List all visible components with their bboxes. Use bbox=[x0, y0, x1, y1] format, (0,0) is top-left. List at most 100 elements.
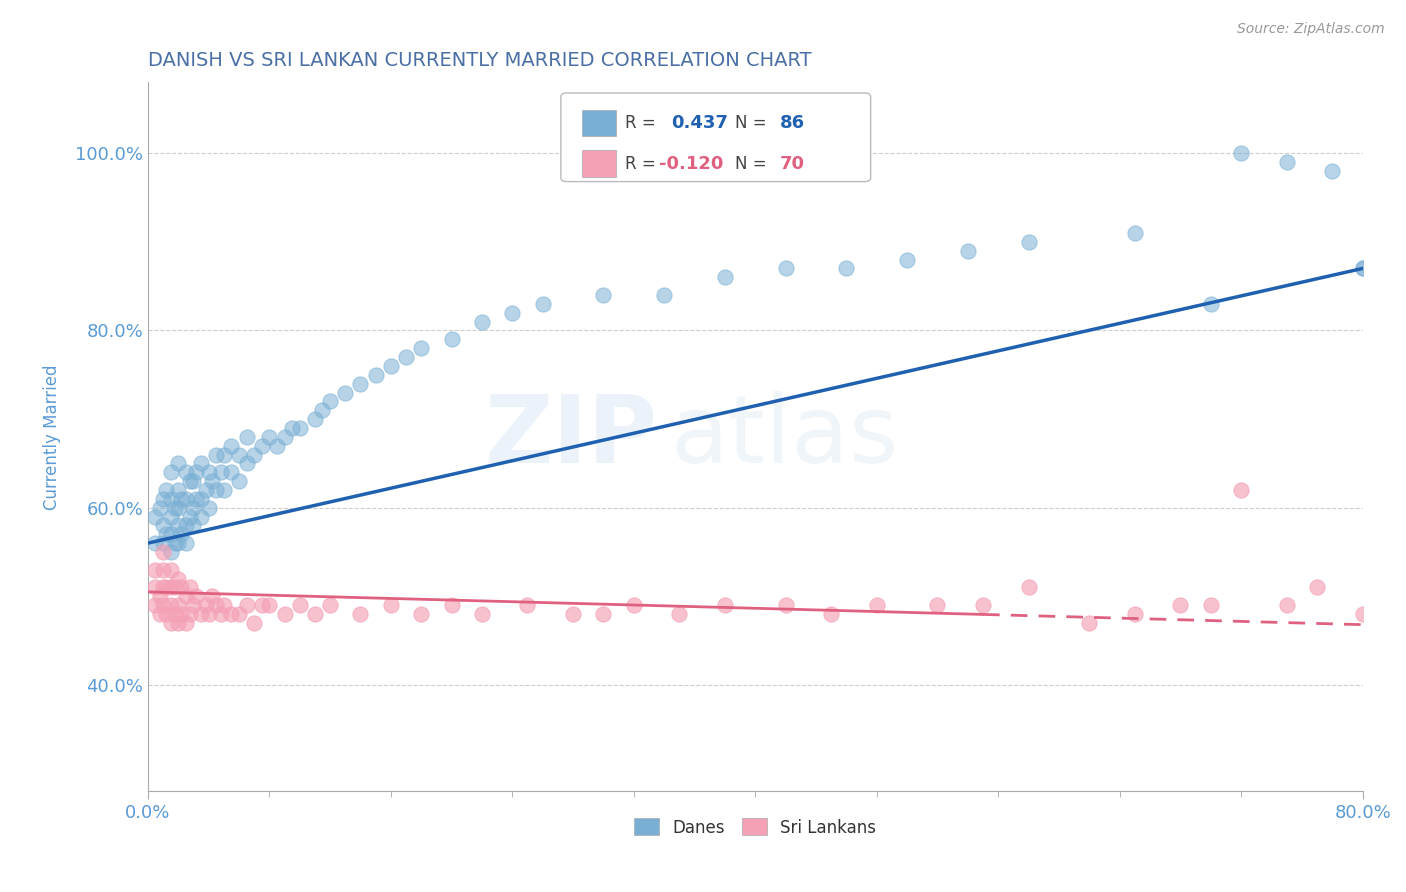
Point bbox=[209, 607, 232, 621]
Point bbox=[380, 359, 402, 373]
Point bbox=[1018, 235, 1040, 249]
Point bbox=[149, 607, 172, 621]
Point bbox=[411, 341, 433, 355]
Point bbox=[288, 598, 311, 612]
Legend: Danes, Sri Lankans: Danes, Sri Lankans bbox=[627, 812, 883, 843]
Point bbox=[201, 474, 224, 488]
Point bbox=[167, 500, 190, 515]
Text: ZIP: ZIP bbox=[485, 391, 658, 483]
Point bbox=[165, 536, 187, 550]
Point bbox=[174, 491, 197, 506]
Point bbox=[145, 581, 167, 595]
Point bbox=[167, 615, 190, 630]
Point bbox=[159, 465, 181, 479]
Point bbox=[714, 598, 737, 612]
Text: atlas: atlas bbox=[671, 391, 898, 483]
Point bbox=[155, 483, 177, 497]
Point bbox=[243, 615, 266, 630]
FancyBboxPatch shape bbox=[582, 151, 616, 178]
Point bbox=[155, 527, 177, 541]
Point bbox=[250, 439, 273, 453]
Text: R =: R = bbox=[626, 114, 661, 132]
Point bbox=[167, 518, 190, 533]
Text: -0.120: -0.120 bbox=[659, 155, 724, 173]
Point bbox=[228, 607, 250, 621]
Point bbox=[1275, 598, 1298, 612]
Point bbox=[972, 598, 994, 612]
Point bbox=[165, 500, 187, 515]
Point bbox=[186, 491, 208, 506]
Point bbox=[266, 439, 288, 453]
Point bbox=[159, 545, 181, 559]
Text: N =: N = bbox=[734, 155, 772, 173]
Point bbox=[159, 491, 181, 506]
Point bbox=[775, 598, 797, 612]
Point bbox=[866, 598, 889, 612]
Point bbox=[1199, 297, 1222, 311]
Point bbox=[179, 581, 201, 595]
Point bbox=[592, 288, 614, 302]
Point bbox=[201, 590, 224, 604]
Point bbox=[186, 590, 208, 604]
Point bbox=[149, 590, 172, 604]
Point bbox=[440, 332, 463, 346]
Point bbox=[174, 465, 197, 479]
FancyBboxPatch shape bbox=[582, 110, 616, 136]
Point bbox=[288, 421, 311, 435]
Point bbox=[1322, 164, 1344, 178]
Point bbox=[1351, 261, 1374, 276]
Point bbox=[956, 244, 979, 258]
Text: DANISH VS SRI LANKAN CURRENTLY MARRIED CORRELATION CHART: DANISH VS SRI LANKAN CURRENTLY MARRIED C… bbox=[148, 51, 811, 70]
Point bbox=[205, 598, 228, 612]
Point bbox=[896, 252, 918, 267]
Point bbox=[304, 412, 326, 426]
Point bbox=[197, 500, 219, 515]
Point bbox=[197, 607, 219, 621]
Point bbox=[194, 483, 217, 497]
Point bbox=[927, 598, 949, 612]
Point bbox=[243, 448, 266, 462]
Y-axis label: Currently Married: Currently Married bbox=[44, 364, 60, 509]
Point bbox=[835, 261, 858, 276]
Point bbox=[152, 563, 174, 577]
Point bbox=[170, 491, 193, 506]
Point bbox=[820, 607, 842, 621]
Point bbox=[179, 509, 201, 524]
Point bbox=[159, 615, 181, 630]
Point bbox=[319, 394, 342, 409]
Text: 0.437: 0.437 bbox=[672, 114, 728, 132]
Point bbox=[1123, 226, 1146, 240]
Point bbox=[212, 598, 235, 612]
Point bbox=[228, 448, 250, 462]
Point bbox=[228, 474, 250, 488]
Point bbox=[186, 465, 208, 479]
Point bbox=[1230, 483, 1253, 497]
Point bbox=[190, 491, 212, 506]
Point bbox=[145, 598, 167, 612]
Point bbox=[259, 598, 281, 612]
Point bbox=[273, 607, 295, 621]
Point bbox=[165, 581, 187, 595]
Point bbox=[190, 456, 212, 470]
Point bbox=[183, 500, 205, 515]
Point bbox=[349, 607, 371, 621]
Point bbox=[170, 581, 193, 595]
Point bbox=[221, 439, 243, 453]
Point bbox=[471, 607, 494, 621]
Text: Source: ZipAtlas.com: Source: ZipAtlas.com bbox=[1237, 22, 1385, 37]
Point bbox=[531, 297, 554, 311]
Point bbox=[1351, 607, 1374, 621]
Point bbox=[152, 491, 174, 506]
Point bbox=[155, 581, 177, 595]
Point bbox=[304, 607, 326, 621]
Point bbox=[159, 581, 181, 595]
Point bbox=[221, 607, 243, 621]
Point bbox=[440, 598, 463, 612]
Point bbox=[183, 518, 205, 533]
Point bbox=[183, 474, 205, 488]
Point bbox=[149, 500, 172, 515]
Point bbox=[775, 261, 797, 276]
Point bbox=[159, 527, 181, 541]
Point bbox=[194, 598, 217, 612]
Point bbox=[170, 527, 193, 541]
